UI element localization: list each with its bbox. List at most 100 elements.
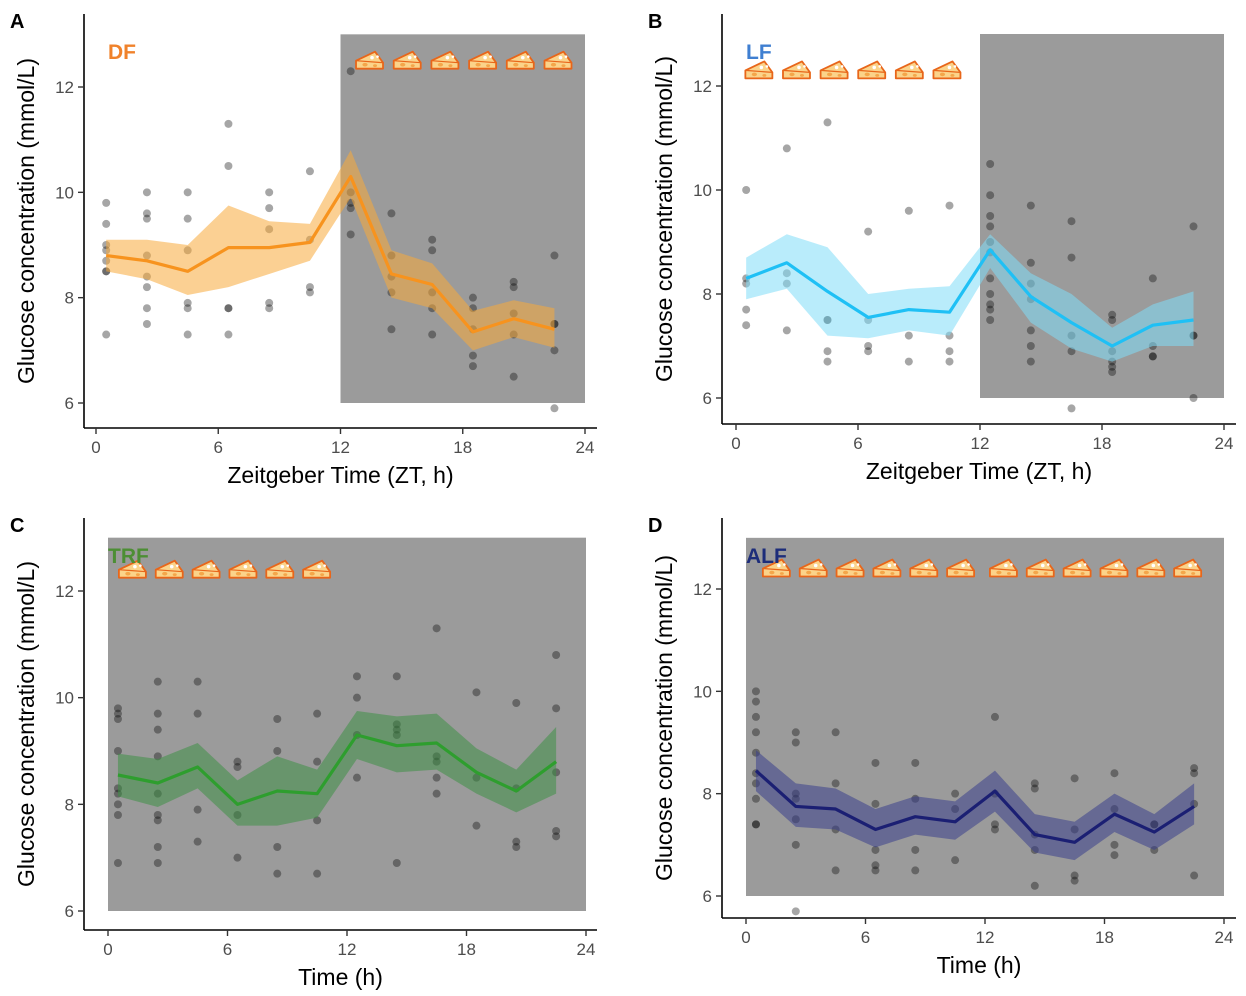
data-point <box>153 843 162 851</box>
data-point <box>1070 876 1079 885</box>
panel-label: C <box>10 515 24 537</box>
y-axis-title: Glucose concentration (mmol/L) <box>651 56 677 382</box>
x-tick-label: 18 <box>457 940 476 959</box>
food-icon <box>265 559 295 579</box>
y-tick-label: 12 <box>55 78 74 97</box>
x-tick-label: 6 <box>853 434 862 453</box>
data-point <box>102 219 111 228</box>
data-point <box>352 773 361 782</box>
data-point <box>142 188 151 197</box>
data-point <box>392 672 401 681</box>
food-icon <box>819 60 849 80</box>
food-icon <box>228 559 258 579</box>
data-point <box>904 206 913 215</box>
x-tick-label: 0 <box>91 438 100 457</box>
data-point <box>224 162 233 170</box>
data-point <box>1108 368 1117 376</box>
data-point <box>1148 352 1157 361</box>
data-point <box>951 789 960 798</box>
data-point <box>945 357 954 366</box>
data-point <box>742 305 751 314</box>
data-point <box>1148 274 1157 283</box>
food-icon <box>761 558 791 578</box>
data-point <box>183 188 192 197</box>
data-point <box>193 837 202 846</box>
y-tick-label: 10 <box>693 682 712 701</box>
data-point <box>233 853 242 862</box>
data-point <box>142 320 151 328</box>
data-point <box>1067 404 1076 413</box>
data-point <box>346 67 355 76</box>
food-icon <box>191 559 221 579</box>
data-point <box>153 709 162 718</box>
food-icon <box>835 558 865 578</box>
y-tick-label: 8 <box>703 785 712 804</box>
y-axis-title: Glucose concentration (mmol/L) <box>13 561 39 887</box>
data-point <box>751 794 760 803</box>
food-icon <box>543 50 573 70</box>
data-point <box>986 160 995 168</box>
data-point <box>468 351 477 360</box>
data-point <box>990 825 999 834</box>
data-point <box>550 251 559 260</box>
data-point <box>742 321 751 330</box>
data-point <box>273 715 282 723</box>
data-point <box>472 821 481 830</box>
data-point <box>153 816 162 825</box>
data-point <box>552 832 561 841</box>
data-point <box>1189 394 1198 402</box>
dark-phase-shade <box>108 537 586 911</box>
data-point <box>183 298 192 307</box>
data-point <box>986 274 995 283</box>
data-point <box>305 283 314 292</box>
data-point <box>1026 357 1035 366</box>
x-tick-label: 0 <box>741 928 750 947</box>
data-point <box>183 304 192 313</box>
data-point <box>352 672 361 681</box>
data-point <box>1110 840 1119 849</box>
panel-label: B <box>648 11 662 33</box>
data-point <box>273 747 282 755</box>
data-point <box>904 331 913 340</box>
data-point <box>193 709 202 718</box>
data-point <box>986 300 995 309</box>
y-axis-title: Glucose concentration (mmol/L) <box>651 555 677 881</box>
data-point <box>346 230 355 239</box>
x-tick-label: 24 <box>577 940 596 959</box>
data-point <box>472 688 481 697</box>
food-icon <box>302 559 332 579</box>
panel-title: LF <box>746 41 772 64</box>
food-icon <box>909 558 939 578</box>
data-point <box>550 346 559 355</box>
data-point <box>1070 871 1079 880</box>
food-icon <box>989 558 1018 578</box>
data-point <box>113 715 122 723</box>
data-point <box>233 757 242 766</box>
x-tick-label: 0 <box>103 940 112 959</box>
data-point <box>387 209 396 218</box>
data-point <box>871 845 880 854</box>
x-tick-label: 6 <box>861 928 870 947</box>
data-point <box>224 119 233 128</box>
data-point <box>313 816 322 825</box>
data-point <box>1026 326 1035 335</box>
data-point <box>904 357 913 366</box>
data-point <box>305 288 314 297</box>
data-point <box>911 845 920 854</box>
data-point <box>782 144 791 153</box>
data-point <box>509 277 518 286</box>
x-tick-label: 12 <box>971 434 990 453</box>
data-point <box>387 325 396 334</box>
mean-line <box>105 174 555 334</box>
y-tick-label: 10 <box>693 181 712 200</box>
data-point <box>823 357 832 366</box>
data-point <box>831 728 840 737</box>
data-point <box>1070 774 1079 783</box>
x-tick-label: 0 <box>731 434 740 453</box>
chart-panel-B: 0 6 12 18 24 6 8 10 12 Zeitgeber Time (ZT, h) Gluc… <box>648 11 1236 484</box>
food-icon <box>782 60 811 80</box>
data-point <box>911 866 920 875</box>
data-point <box>265 188 274 197</box>
data-point <box>432 624 441 633</box>
data-point <box>871 861 880 870</box>
